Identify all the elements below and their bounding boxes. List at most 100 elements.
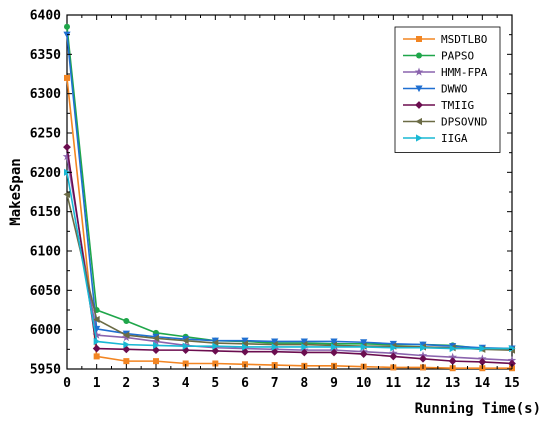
data-point-iiga [153, 341, 160, 349]
legend-marker [416, 52, 422, 59]
series-dpsovnd [63, 190, 515, 354]
x-tick-label: 15 [504, 376, 520, 391]
y-tick-label: 6200 [30, 166, 61, 181]
data-point-tmiig [181, 346, 190, 355]
series-line-tmiig [66, 147, 513, 365]
data-point-hmm-fpa [151, 336, 161, 346]
data-point-dpsovnd [122, 331, 130, 339]
legend-entry-papso: PAPSO [403, 50, 474, 63]
x-tick-label: 1 [93, 376, 101, 391]
data-point-dwwo [360, 339, 368, 346]
x-tick-label: 4 [182, 376, 190, 391]
data-point-iiga [182, 342, 190, 350]
legend-marker [416, 36, 422, 42]
legend-box [394, 26, 501, 153]
data-point-iiga [509, 344, 516, 353]
data-point-tmiig [92, 344, 101, 353]
legend: MSDTLBO PAPSO HMM-FPA DWWO TMIIG DPSOVND IIGA [394, 26, 501, 153]
data-point-dwwo [389, 340, 397, 348]
series-line-hmm-fpa [66, 156, 513, 362]
data-point-tmiig [508, 359, 516, 368]
legend-entry-msdtlbo: MSDTLBO [403, 33, 487, 46]
data-point-iiga [271, 343, 279, 351]
y-tick-label: 5950 [30, 363, 61, 378]
x-tick-label: 11 [386, 376, 402, 391]
data-point-iiga [301, 343, 308, 351]
data-point-iiga [93, 337, 101, 346]
series-line-dpsovnd [66, 194, 513, 351]
y-tick-label: 6350 [30, 48, 61, 63]
data-point-dpsovnd [93, 315, 100, 324]
data-point-iiga [449, 344, 457, 353]
x-tick-label: 0 [63, 376, 71, 391]
series-line-iiga [66, 172, 512, 350]
legend-entry-dpsovnd: DPSOVND [403, 116, 487, 129]
data-point-dpsovnd [152, 334, 159, 342]
data-point-iiga [360, 343, 368, 351]
y-tick-label: 6300 [30, 87, 61, 102]
x-tick-label: 10 [356, 376, 372, 391]
series-tmiig [63, 143, 516, 368]
data-point-tmiig [478, 358, 487, 366]
data-point-tmiig [300, 348, 309, 357]
legend-marker [414, 67, 424, 76]
x-tick-label: 13 [445, 376, 461, 391]
y-tick-label: 6400 [30, 9, 61, 24]
x-tick-label: 12 [415, 376, 431, 391]
data-point-dwwo [330, 338, 338, 346]
legend-label: HMM-FPA [441, 66, 488, 79]
y-tick-label: 6000 [30, 323, 61, 338]
legend-marker [416, 134, 423, 142]
x-tick-label: 2 [122, 376, 130, 391]
data-point-dwwo [271, 338, 279, 346]
y-tick-label: 6250 [30, 127, 61, 142]
x-axis-title: Running Time(s) [415, 401, 541, 417]
legend-marker [415, 85, 423, 93]
data-point-iiga [390, 344, 397, 352]
data-point-hmm-fpa [92, 330, 101, 339]
data-point-iiga [123, 341, 130, 349]
x-tick-label: 3 [152, 376, 160, 391]
legend-label: MSDTLBO [441, 33, 487, 46]
data-point-tmiig [122, 345, 131, 354]
legend-label: IIGA [441, 132, 468, 145]
data-point-dpsovnd [211, 339, 219, 347]
data-point-tmiig [448, 357, 457, 366]
data-point-msdtlbo [153, 358, 159, 365]
legend-label: DPSOVND [441, 116, 487, 129]
data-point-msdtlbo [182, 360, 189, 367]
data-point-tmiig [359, 350, 368, 358]
data-point-iiga [420, 344, 427, 352]
data-point-papso [64, 23, 70, 30]
data-point-hmm-fpa [448, 352, 457, 361]
data-point-papso [123, 318, 130, 325]
data-point-dwwo [241, 337, 249, 345]
data-point-msdtlbo [123, 358, 130, 365]
legend-entry-tmiig: TMIIG [403, 99, 474, 112]
legend-entry-hmm-fpa: HMM-FPA [403, 66, 488, 79]
x-tick-label: 14 [475, 376, 491, 391]
data-point-dpsovnd [241, 340, 248, 348]
legend-label: TMIIG [441, 99, 474, 112]
data-point-msdtlbo [212, 360, 219, 367]
data-point-tmiig [152, 346, 160, 355]
data-point-dpsovnd [63, 190, 70, 198]
data-point-tmiig [330, 348, 338, 357]
axes-layer: 5950 6000 6050 6 10 0 6150 6200 6250 6300 6350 6400… [30, 9, 520, 392]
data-point-dwwo [211, 337, 219, 345]
data-point-tmiig [63, 143, 71, 152]
y-tick-label: 6150 [30, 205, 61, 220]
legend-entry-dwwo: DWWO [403, 83, 468, 96]
data-point-msdtlbo [64, 74, 70, 81]
x-tick-label: 6 [241, 376, 249, 391]
series-iiga [64, 168, 516, 353]
legend-entry-iiga: IIGA [403, 132, 468, 145]
data-point-iiga [331, 343, 338, 351]
y-tick-label: 6050 [30, 284, 61, 299]
series-line-dwwo [66, 34, 513, 350]
data-point-iiga [479, 344, 486, 353]
series-hmm-fpa [62, 152, 517, 364]
data-point-tmiig [389, 352, 398, 361]
